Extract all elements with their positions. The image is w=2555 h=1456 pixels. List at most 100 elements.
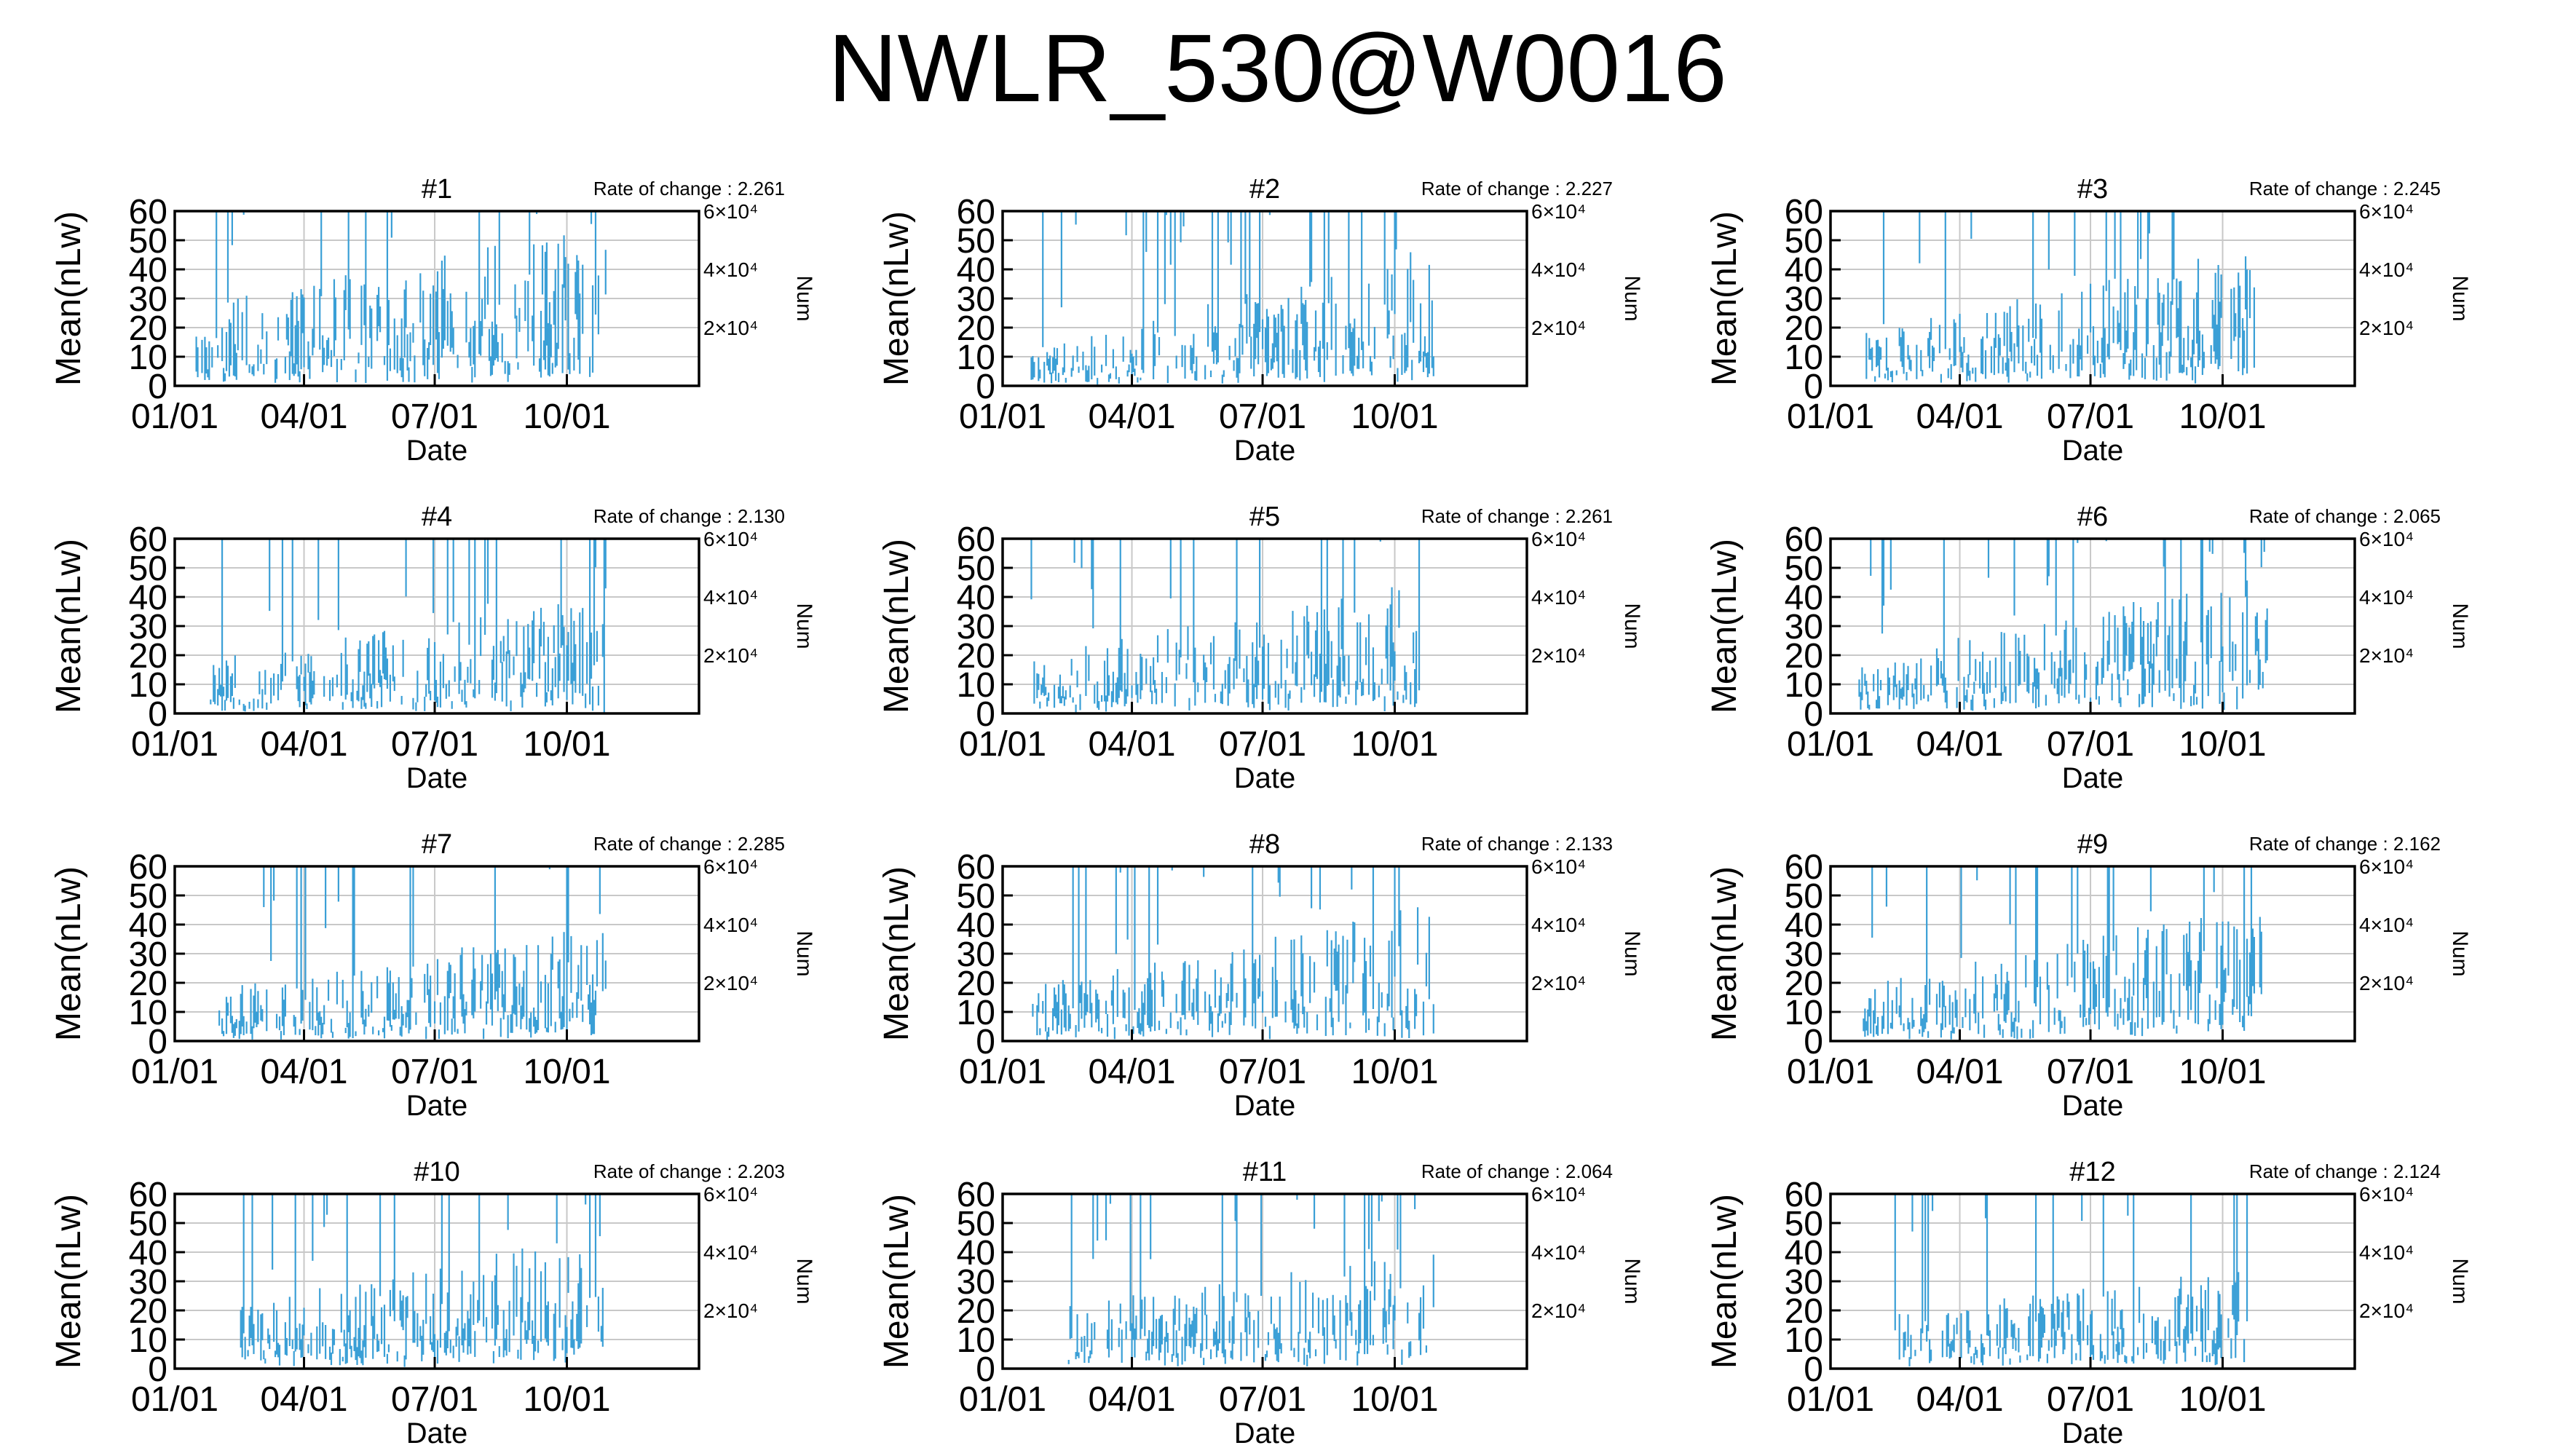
x-tick-label: 10/01 bbox=[2179, 1380, 2266, 1419]
x-tick-label: 10/01 bbox=[523, 397, 610, 436]
y2-tick-label: 6×10⁴ bbox=[2359, 1183, 2414, 1206]
y-tick-label: 0 bbox=[1804, 1350, 1823, 1389]
rate-of-change: Rate of change : 2.227 bbox=[1421, 178, 1613, 199]
x-tick-label: 10/01 bbox=[523, 725, 610, 764]
y2-axis-label: Num bbox=[2448, 275, 2472, 321]
x-axis-label: Date bbox=[1234, 1417, 1296, 1449]
y-tick-label: 10 bbox=[129, 666, 167, 705]
y-tick-label: 0 bbox=[976, 695, 995, 734]
rate-of-change: Rate of change : 2.203 bbox=[593, 1160, 785, 1182]
y2-tick-label: 2×10⁴ bbox=[2359, 1299, 2414, 1322]
x-tick-label: 07/01 bbox=[391, 1380, 478, 1419]
y-tick-label: 30 bbox=[129, 608, 167, 646]
y-tick-label: 30 bbox=[957, 935, 995, 974]
x-tick-label: 04/01 bbox=[260, 1053, 347, 1091]
x-tick-label: 07/01 bbox=[1219, 725, 1306, 764]
y2-tick-label: 6×10⁴ bbox=[703, 855, 758, 878]
x-axis-label: Date bbox=[1234, 1090, 1296, 1122]
y-tick-label: 30 bbox=[957, 280, 995, 319]
y-axis-label: Mean(nLw) bbox=[877, 211, 916, 386]
y-tick-label: 10 bbox=[129, 994, 167, 1032]
y-tick-label: 40 bbox=[129, 579, 167, 617]
y2-tick-label: 2×10⁴ bbox=[2359, 644, 2414, 667]
x-tick-label: 01/01 bbox=[959, 1053, 1046, 1091]
y-tick-label: 50 bbox=[129, 222, 167, 261]
y-tick-label: 20 bbox=[129, 309, 167, 348]
y-tick-label: 40 bbox=[1785, 906, 1823, 945]
y2-tick-label: 4×10⁴ bbox=[1531, 914, 1586, 936]
x-tick-label: 07/01 bbox=[2047, 1380, 2134, 1419]
y2-tick-label: 4×10⁴ bbox=[2359, 258, 2414, 281]
y-axis-label: Mean(nLw) bbox=[1705, 211, 1744, 386]
x-tick-label: 04/01 bbox=[1916, 1053, 2003, 1091]
y-tick-label: 30 bbox=[129, 280, 167, 319]
subplot-title: #12 bbox=[2069, 1157, 2115, 1187]
y2-tick-label: 2×10⁴ bbox=[703, 644, 758, 667]
y-tick-label: 0 bbox=[976, 368, 995, 406]
y-tick-label: 10 bbox=[129, 339, 167, 377]
y-tick-label: 0 bbox=[148, 1350, 167, 1389]
y-tick-label: 20 bbox=[957, 637, 995, 676]
y2-axis-label: Num bbox=[1620, 930, 1644, 976]
rate-of-change: Rate of change : 2.245 bbox=[2249, 178, 2441, 199]
y2-tick-label: 6×10⁴ bbox=[1531, 1183, 1586, 1206]
subplot-title: #1 bbox=[422, 174, 452, 205]
y2-tick-label: 4×10⁴ bbox=[1531, 586, 1586, 609]
y-tick-label: 40 bbox=[957, 906, 995, 945]
y-tick-label: 0 bbox=[976, 1350, 995, 1389]
y2-tick-label: 4×10⁴ bbox=[703, 1241, 758, 1264]
y-tick-label: 30 bbox=[957, 1263, 995, 1302]
y-axis-label: Mean(nLw) bbox=[1705, 539, 1744, 713]
y-tick-label: 50 bbox=[1785, 877, 1823, 916]
y-tick-label: 60 bbox=[129, 848, 167, 887]
y-tick-label: 0 bbox=[976, 1023, 995, 1061]
x-axis-label: Date bbox=[406, 762, 468, 794]
rate-of-change: Rate of change : 2.261 bbox=[593, 178, 785, 199]
y-tick-label: 50 bbox=[1785, 550, 1823, 588]
x-tick-label: 04/01 bbox=[260, 1380, 347, 1419]
y2-tick-label: 2×10⁴ bbox=[703, 1299, 758, 1322]
y-tick-label: 0 bbox=[1804, 695, 1823, 734]
x-tick-label: 04/01 bbox=[1088, 1053, 1175, 1091]
y-tick-label: 20 bbox=[129, 965, 167, 1003]
x-tick-label: 04/01 bbox=[1916, 1380, 2003, 1419]
y-tick-label: 60 bbox=[957, 1176, 995, 1214]
y2-tick-label: 6×10⁴ bbox=[1531, 855, 1586, 878]
x-tick-label: 01/01 bbox=[959, 397, 1046, 436]
y2-tick-label: 4×10⁴ bbox=[2359, 1241, 2414, 1264]
y2-tick-label: 2×10⁴ bbox=[1531, 972, 1586, 994]
y-tick-label: 60 bbox=[1785, 848, 1823, 887]
y-tick-label: 0 bbox=[148, 1023, 167, 1061]
y-tick-label: 30 bbox=[1785, 608, 1823, 646]
y-tick-label: 30 bbox=[129, 935, 167, 974]
y-tick-label: 60 bbox=[957, 848, 995, 887]
rate-of-change: Rate of change : 2.133 bbox=[1421, 833, 1613, 855]
x-axis-label: Date bbox=[406, 435, 468, 467]
y-tick-label: 20 bbox=[1785, 965, 1823, 1003]
subplot-title: #9 bbox=[2077, 829, 2108, 860]
y2-tick-label: 6×10⁴ bbox=[1531, 528, 1586, 550]
y2-axis-label: Num bbox=[792, 930, 816, 976]
x-tick-label: 07/01 bbox=[2047, 725, 2134, 764]
y-tick-label: 50 bbox=[957, 1205, 995, 1243]
y2-tick-label: 2×10⁴ bbox=[703, 317, 758, 339]
y-tick-label: 60 bbox=[957, 521, 995, 559]
x-tick-label: 07/01 bbox=[391, 725, 478, 764]
y-tick-label: 50 bbox=[957, 550, 995, 588]
x-tick-label: 04/01 bbox=[260, 725, 347, 764]
x-axis-label: Date bbox=[406, 1090, 468, 1122]
y-tick-label: 0 bbox=[1804, 368, 1823, 406]
y2-tick-label: 4×10⁴ bbox=[2359, 914, 2414, 936]
y2-axis-label: Num bbox=[792, 275, 816, 321]
y2-tick-label: 2×10⁴ bbox=[1531, 1299, 1586, 1322]
y2-tick-label: 2×10⁴ bbox=[1531, 317, 1586, 339]
y-tick-label: 50 bbox=[129, 550, 167, 588]
x-tick-label: 01/01 bbox=[959, 725, 1046, 764]
